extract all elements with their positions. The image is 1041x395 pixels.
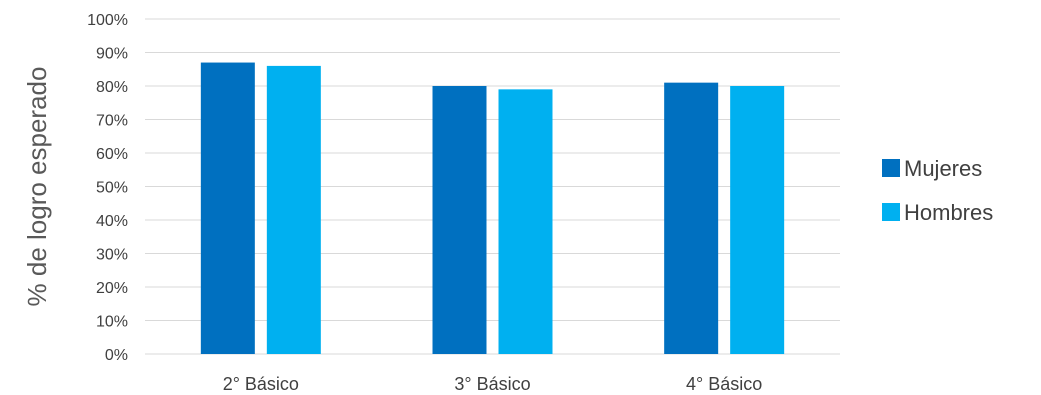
y-axis-ticks: 0% 10% 20% 30% 40% 50% 60% 70% 80% 90% 100% — [87, 12, 128, 364]
y-tick-label: 20% — [96, 280, 128, 297]
gridlines — [145, 18, 840, 355]
x-category-label: 3° Básico — [454, 374, 530, 394]
legend-swatch-hombres — [882, 203, 900, 221]
bar-mujeres-2 — [432, 86, 487, 354]
y-tick-label: 100% — [87, 12, 128, 29]
bar-hombres-3 — [730, 86, 785, 354]
legend-swatch-mujeres — [882, 159, 900, 177]
bar-mujeres-1 — [200, 62, 255, 355]
legend-label-hombres: Hombres — [904, 200, 993, 225]
y-tick-label: 70% — [96, 113, 128, 130]
bar-hombres-2 — [498, 89, 553, 354]
y-tick-label: 60% — [96, 146, 128, 163]
x-category-label: 2° Básico — [223, 374, 299, 394]
y-axis-title: % de logro esperado — [22, 67, 52, 307]
y-tick-label: 10% — [96, 314, 128, 331]
bar-mujeres-3 — [664, 82, 719, 355]
x-axis-categories: 2° Básico 3° Básico 4° Básico — [223, 374, 763, 394]
y-tick-label: 40% — [96, 213, 128, 230]
x-category-label: 4° Básico — [686, 374, 762, 394]
y-tick-label: 0% — [105, 347, 128, 364]
y-tick-label: 30% — [96, 247, 128, 264]
legend: Mujeres Hombres — [882, 156, 993, 225]
y-tick-label: 50% — [96, 180, 128, 197]
legend-label-mujeres: Mujeres — [904, 156, 982, 181]
y-tick-label: 90% — [96, 46, 128, 63]
y-tick-label: 80% — [96, 79, 128, 96]
bar-hombres-1 — [266, 65, 321, 355]
bars — [200, 62, 785, 355]
